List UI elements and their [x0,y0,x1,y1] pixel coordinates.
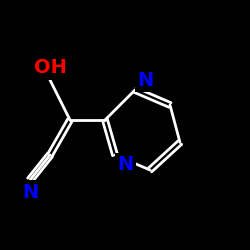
Text: OH: OH [34,58,66,78]
Text: N: N [118,155,134,174]
Text: N: N [138,71,154,90]
Text: OH: OH [34,58,66,78]
Text: N: N [118,155,134,174]
Text: N: N [138,71,154,90]
Text: N: N [22,182,38,202]
Text: N: N [22,182,38,202]
